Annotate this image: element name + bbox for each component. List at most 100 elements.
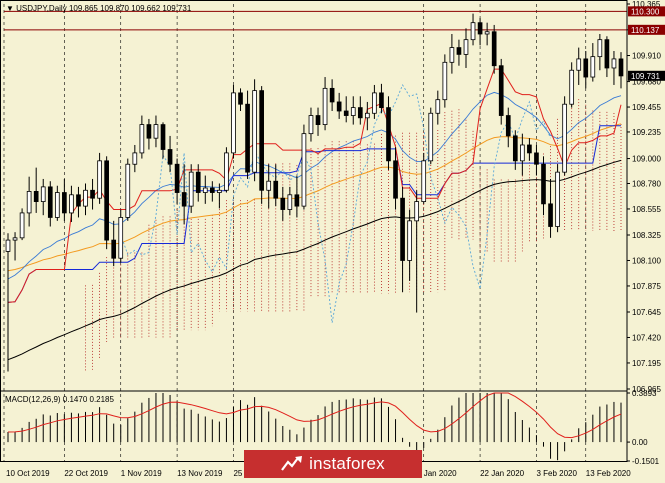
watermark-text: instaforex <box>309 454 385 473</box>
candle <box>294 175 300 218</box>
candle <box>372 84 377 119</box>
candle-body <box>167 149 173 165</box>
candle-body <box>343 110 349 116</box>
candle <box>365 101 370 131</box>
candle <box>491 24 497 74</box>
candle <box>590 43 596 82</box>
candle <box>181 164 187 225</box>
candle <box>604 36 610 78</box>
candle-body <box>618 58 624 77</box>
candle <box>597 34 603 71</box>
level-label-box <box>628 6 665 17</box>
candle <box>188 164 194 213</box>
candle-body <box>484 31 490 35</box>
ma-fast-line <box>7 91 622 280</box>
candle-body <box>400 197 405 261</box>
candle-body <box>329 87 335 103</box>
x-tick-label: Jan 2020 <box>424 469 457 478</box>
candle-body <box>576 58 582 71</box>
candle <box>456 39 462 66</box>
candle-body <box>294 194 300 207</box>
level-label: 110.300 <box>631 7 660 16</box>
candle-body <box>449 47 455 63</box>
candle <box>421 152 427 204</box>
chikou-line <box>120 84 551 323</box>
candle <box>618 52 624 89</box>
candle-body <box>597 39 603 58</box>
y-tick-label: 109.000 <box>632 155 661 164</box>
chart-header: ▼ USDJPY,Daily 109.865 109.870 109.662 1… <box>6 4 191 13</box>
candle <box>569 62 575 108</box>
instaforex-logo-icon <box>281 456 303 471</box>
level-label: 110.137 <box>631 26 660 35</box>
y-tick-label: 109.910 <box>632 52 661 61</box>
candle-body <box>209 187 215 193</box>
candle-body <box>97 160 102 199</box>
candle-body <box>322 87 328 125</box>
candle <box>47 181 53 227</box>
macd-panel: MACD(12,26,9) 0.1470 0.2185 0.3893 0.00 -0.… <box>5 389 660 466</box>
dropdown-triangle-icon[interactable]: ▼ <box>6 4 14 13</box>
y-tick-label: 108.100 <box>632 256 661 265</box>
current-price-label: 109.731 <box>631 72 660 81</box>
symbol-label: USDJPY,Daily <box>16 4 67 13</box>
ohlc-values: 109.865 109.870 109.662 109.731 <box>68 4 192 13</box>
candle-body <box>160 124 166 150</box>
candle <box>111 220 117 267</box>
y-tick-label: 107.195 <box>632 359 661 368</box>
candle <box>132 144 138 173</box>
candle-body <box>357 107 363 119</box>
y-tick-label: 106.965 <box>632 385 661 394</box>
candle-body <box>19 212 25 239</box>
candle <box>520 133 525 176</box>
candle <box>400 186 405 293</box>
candle-body <box>379 92 384 109</box>
candle-body <box>512 135 518 162</box>
candle-body <box>174 163 180 193</box>
candle <box>231 84 236 159</box>
candle <box>40 178 46 216</box>
candle <box>463 28 469 68</box>
candle <box>160 122 166 159</box>
candle <box>245 90 250 179</box>
ichimoku-cloud <box>85 99 622 371</box>
y-tick-label: 109.680 <box>632 78 661 87</box>
candle <box>266 164 272 209</box>
chart-frame <box>0 0 628 462</box>
candle-body <box>125 163 131 218</box>
candle-body <box>350 107 356 116</box>
x-tick-label: 10 Oct 2019 <box>6 469 50 478</box>
candle-body <box>202 187 208 193</box>
vertical-grid <box>3 4 587 461</box>
candle-body <box>336 101 342 112</box>
candle-body <box>111 239 117 259</box>
candle <box>139 115 145 159</box>
current-price-box <box>628 70 665 81</box>
candle <box>90 178 95 210</box>
candle <box>273 164 279 207</box>
candle <box>97 152 102 204</box>
instaforex-watermark: instaforex <box>244 450 422 478</box>
candle-body <box>611 58 617 69</box>
candle <box>252 79 257 182</box>
candle-body <box>83 189 88 207</box>
candle-body <box>562 103 567 173</box>
candle <box>386 96 391 170</box>
candle-body <box>604 39 610 69</box>
x-tick-label: 13 Nov 2019 <box>177 469 223 478</box>
price-axis: 110.365 109.910 109.680 109.455 109.235 109.0… <box>627 0 665 394</box>
candle <box>287 186 293 216</box>
indicator-lines <box>7 68 622 361</box>
ma-mid-line <box>7 123 622 272</box>
candle <box>611 50 617 85</box>
candle-body <box>442 61 448 101</box>
candle <box>350 96 356 125</box>
candle-body <box>280 197 286 210</box>
candle <box>69 185 74 222</box>
candle <box>329 79 335 112</box>
candle-body <box>273 180 279 199</box>
candle <box>428 107 434 165</box>
candle <box>393 147 398 210</box>
candle <box>470 13 476 46</box>
